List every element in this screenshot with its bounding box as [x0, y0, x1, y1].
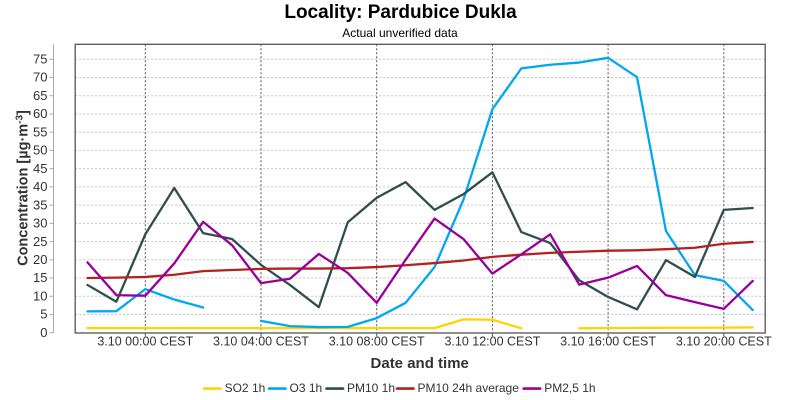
svg-text:3.10 00:00 CEST: 3.10 00:00 CEST — [97, 335, 193, 349]
svg-text:10: 10 — [33, 288, 47, 303]
svg-text:35: 35 — [33, 197, 47, 212]
svg-text:3.10 12:00 CEST: 3.10 12:00 CEST — [444, 335, 540, 349]
svg-text:40: 40 — [33, 179, 47, 194]
svg-text:55: 55 — [33, 124, 47, 139]
svg-text:75: 75 — [33, 51, 47, 66]
svg-text:0: 0 — [40, 325, 47, 340]
svg-text:30: 30 — [33, 216, 47, 231]
svg-text:45: 45 — [33, 161, 47, 176]
svg-text:PM10 24h average: PM10 24h average — [418, 381, 520, 395]
svg-text:20: 20 — [33, 252, 47, 267]
svg-text:Actual unverified data: Actual unverified data — [342, 26, 458, 40]
svg-text:O3 1h: O3 1h — [290, 381, 323, 395]
svg-text:PM2,5 1h: PM2,5 1h — [544, 381, 595, 395]
svg-text:70: 70 — [33, 70, 47, 85]
svg-text:PM10 1h: PM10 1h — [347, 381, 395, 395]
svg-text:3.10 08:00 CEST: 3.10 08:00 CEST — [329, 335, 425, 349]
svg-text:3.10 20:00 CEST: 3.10 20:00 CEST — [676, 335, 772, 349]
svg-text:60: 60 — [33, 106, 47, 121]
svg-text:15: 15 — [33, 270, 47, 285]
svg-text:Locality: Pardubice Dukla: Locality: Pardubice Dukla — [284, 2, 517, 23]
svg-text:5: 5 — [40, 307, 47, 322]
svg-text:SO2 1h: SO2 1h — [225, 381, 266, 395]
svg-text:3.10 04:00 CEST: 3.10 04:00 CEST — [213, 335, 309, 349]
svg-text:25: 25 — [33, 234, 47, 249]
svg-text:50: 50 — [33, 143, 47, 158]
svg-text:3.10 16:00 CEST: 3.10 16:00 CEST — [560, 335, 656, 349]
svg-text:Date and time: Date and time — [371, 355, 469, 372]
svg-text:65: 65 — [33, 88, 47, 103]
svg-text:Concentration [µg·m-3]: Concentration [µg·m-3] — [15, 110, 32, 266]
